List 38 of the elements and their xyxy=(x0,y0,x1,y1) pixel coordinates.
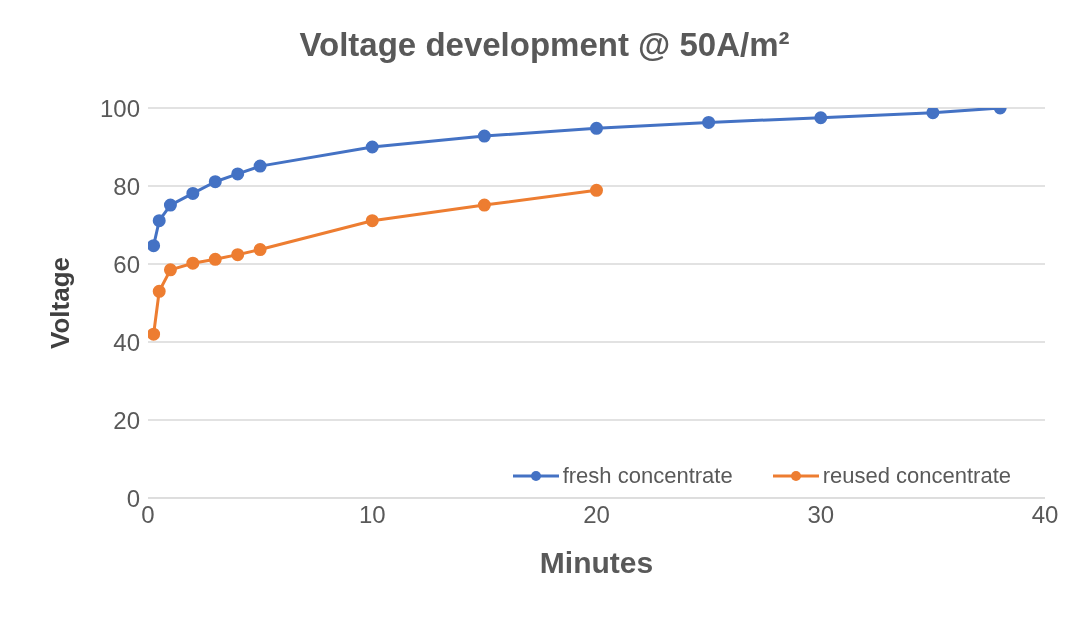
chart-title: Voltage development @ 50A/m² xyxy=(298,26,791,64)
point xyxy=(152,284,166,298)
y-tick-label: 0 xyxy=(126,484,140,512)
point xyxy=(208,175,222,189)
y-tick-label: 100 xyxy=(99,94,140,122)
point xyxy=(702,115,716,129)
x-tick-label: 10 xyxy=(358,501,386,529)
point xyxy=(186,186,200,200)
point xyxy=(163,263,177,277)
y-tick-label: 80 xyxy=(113,172,140,200)
point xyxy=(148,239,161,253)
point xyxy=(253,243,267,257)
point xyxy=(186,256,200,270)
point xyxy=(814,111,828,125)
x-tick-label: 30 xyxy=(807,501,835,529)
legend-label: fresh concentrate xyxy=(562,463,733,489)
y-tick-label: 40 xyxy=(113,328,140,356)
point xyxy=(590,183,603,197)
point xyxy=(365,214,379,228)
point xyxy=(208,252,222,266)
x-tick-label: 20 xyxy=(583,501,610,529)
point xyxy=(477,198,491,212)
x-axis-title: Minutes xyxy=(539,546,654,579)
point xyxy=(231,248,245,262)
y-tick-label: 60 xyxy=(113,250,140,278)
point xyxy=(231,167,245,181)
point xyxy=(365,140,379,154)
point xyxy=(163,198,177,212)
point xyxy=(926,108,940,120)
y-axis-title: Voltage xyxy=(45,257,76,349)
point xyxy=(148,327,161,341)
point xyxy=(477,129,491,143)
point xyxy=(590,121,603,135)
y-tick-label: 20 xyxy=(113,406,140,434)
point xyxy=(253,159,267,173)
legend-label: reused concentrate xyxy=(822,463,1011,489)
point xyxy=(152,214,166,228)
x-tick-label: 40 xyxy=(1031,501,1059,529)
